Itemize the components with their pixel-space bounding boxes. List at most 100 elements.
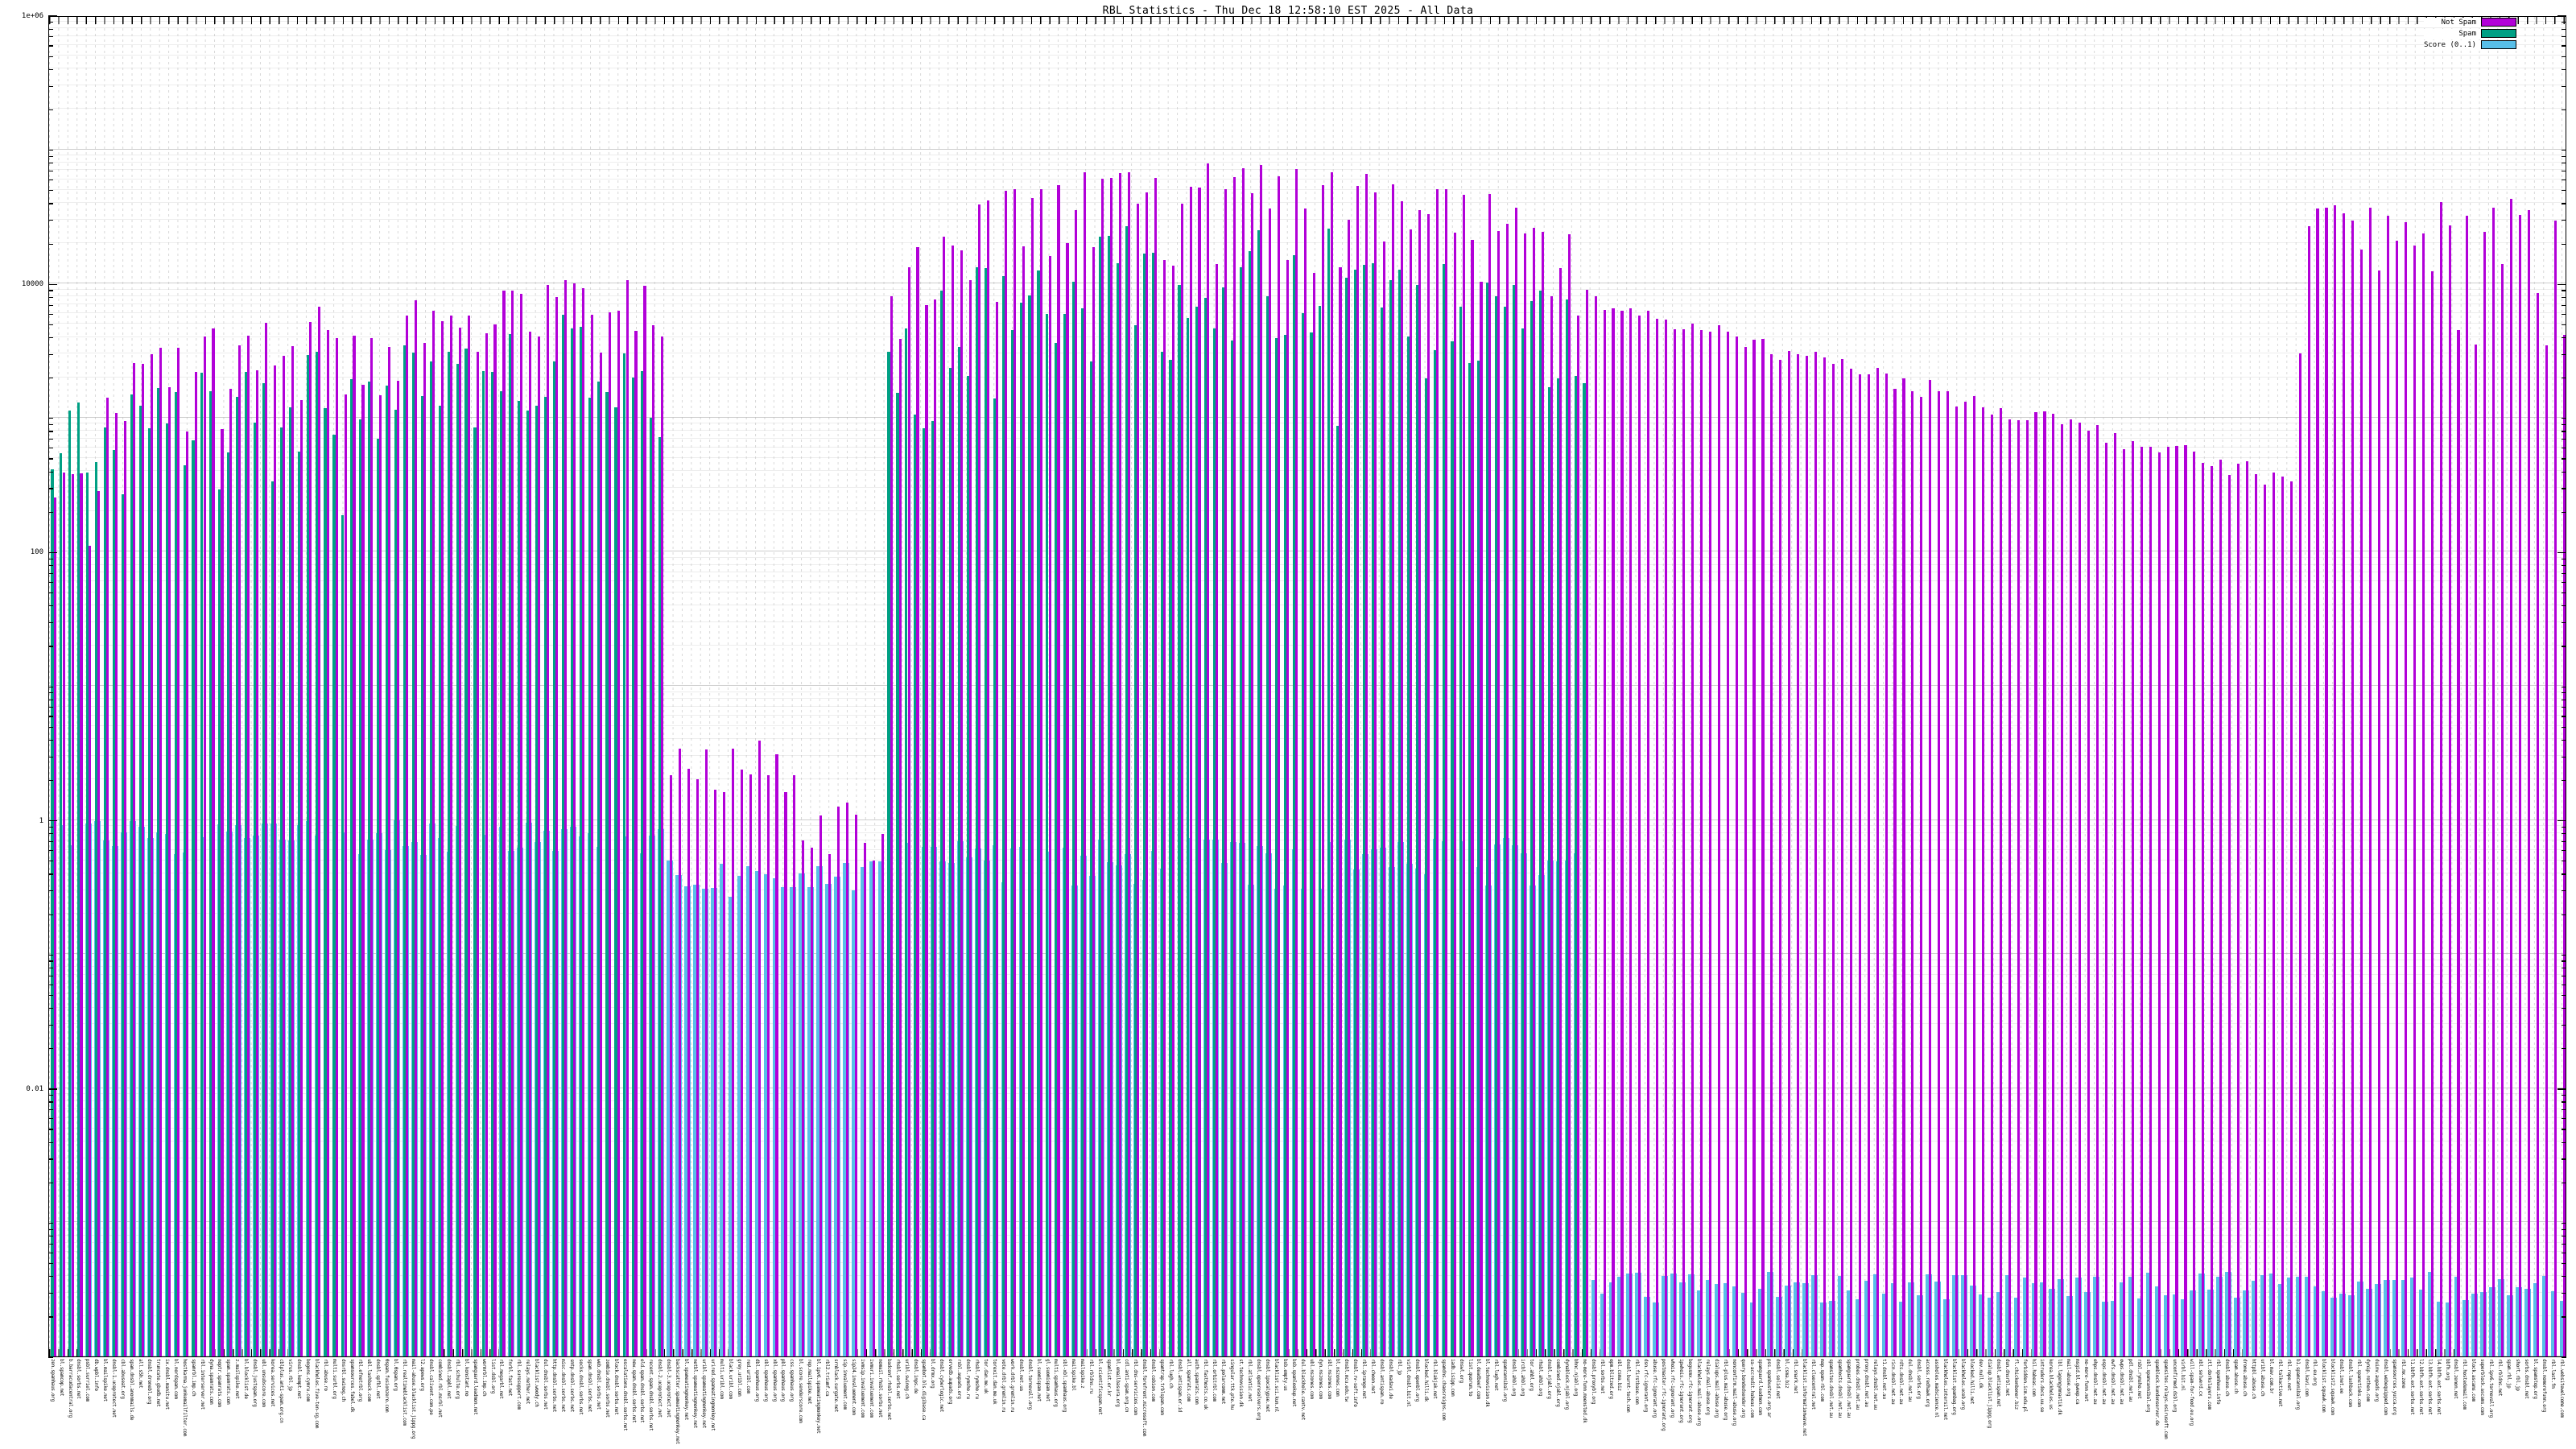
bar-not-spam — [1216, 264, 1219, 1356]
bar-spam — [1081, 308, 1084, 1356]
bar-not-spam — [1401, 201, 1404, 1356]
y-axis-minor-tick-mark — [2562, 1094, 2566, 1096]
x-axis-tick-label: rbl.sorbs.net — [1599, 1359, 1605, 1394]
y-axis-minor-tick-mark — [48, 1293, 53, 1294]
bar-score — [2313, 1286, 2320, 1356]
bar-not-spam — [1198, 188, 1201, 1356]
bar-not-spam — [326, 330, 329, 1356]
bar-score — [2304, 1276, 2311, 1356]
bar-not-spam — [1392, 184, 1395, 1356]
x-axis-tick-label: combined.njabl.org — [1554, 1359, 1561, 1407]
x-axis-tick-label: st.technovision.dk — [1238, 1359, 1245, 1407]
x-axis-tick-label: torexit.dan.me.uk — [991, 1359, 997, 1405]
bar-not-spam — [1963, 402, 1967, 1356]
x-axis-tick-label: sorbs.dnsbl.net — [2523, 1359, 2529, 1399]
x-axis-tick-label: map.spam-rbl.com — [1819, 1359, 1826, 1402]
x-axis-tick-label: rbl.abuse.ro — [322, 1359, 328, 1391]
bar-not-spam — [679, 749, 682, 1356]
bar-not-spam — [1603, 310, 1606, 1356]
legend-item-not-spam[interactable]: Not Spam — [2423, 18, 2516, 27]
bar-not-spam — [1444, 189, 1447, 1356]
bar-not-spam — [2017, 420, 2020, 1356]
bar-spam — [147, 428, 151, 1356]
bar-not-spam — [916, 247, 919, 1356]
bar-spam — [887, 352, 890, 1356]
y-axis-minor-tick-mark — [2562, 581, 2566, 584]
bar-spam — [1547, 386, 1550, 1356]
bar-score — [1872, 1274, 1880, 1356]
bar-not-spam — [1612, 308, 1615, 1356]
bar-score — [2480, 1291, 2487, 1356]
bar-not-spam — [2113, 432, 2116, 1356]
x-axis-tick-label: spamblock.kundenserver.de — [2153, 1359, 2160, 1426]
bar-spam — [1556, 378, 1559, 1356]
bar-not-spam — [2228, 475, 2231, 1356]
legend-item-spam[interactable]: Spam — [2423, 29, 2516, 38]
legend-item-score-0-1[interactable]: Score (0..1) — [2423, 40, 2516, 49]
x-axis-tick-label: rbl.mx.zone — [2400, 1359, 2406, 1389]
x-axis-tick-label: t1.dnsbl.net.au — [1880, 1359, 1887, 1399]
x-axis-tick-label: misc.dnsbl.sorbs.net — [560, 1359, 567, 1413]
bar-score — [2110, 1301, 2117, 1356]
bar-not-spam — [2325, 207, 2328, 1356]
y-axis-minor-tick-mark — [48, 36, 53, 38]
bar-not-spam — [1356, 186, 1360, 1356]
bar-not-spam — [89, 546, 92, 1356]
bar-spam — [1301, 313, 1304, 1356]
bar-spam — [1459, 307, 1463, 1356]
bar-spam — [341, 514, 345, 1356]
bar-not-spam — [274, 365, 277, 1356]
bar-not-spam — [2211, 465, 2214, 1356]
bar-not-spam — [978, 204, 981, 1356]
bar-spam — [1169, 359, 1172, 1356]
bar-spam — [1424, 378, 1427, 1356]
bar-not-spam — [2237, 464, 2240, 1356]
bar-score — [719, 864, 726, 1356]
x-axis-tick-label: bsb.empty.us — [1282, 1359, 1288, 1391]
x-axis-tick-label: rbl.spamstinks.com — [2356, 1359, 2363, 1407]
x-axis-tick-label: bl.suomispam.net — [1035, 1359, 1042, 1402]
bar-spam — [315, 351, 318, 1356]
bar-spam — [297, 451, 300, 1356]
bar-not-spam — [1629, 308, 1633, 1356]
x-axis-tick-label: spamhosts.dnsbl.net.au — [1836, 1359, 1843, 1418]
bar-not-spam — [2307, 226, 2310, 1356]
bar-score — [1820, 1302, 1827, 1356]
bar-not-spam — [212, 328, 215, 1356]
x-axis-tick-label: rsbl.aupads.org — [956, 1359, 963, 1399]
x-axis-tick-label: rbl.orbitrbl.com — [1212, 1359, 1218, 1402]
y-axis-minor-tick-mark — [48, 324, 53, 326]
bar-score — [2268, 1274, 2276, 1356]
bar-score — [2524, 1288, 2531, 1356]
bar-not-spam — [361, 385, 365, 1356]
bar-not-spam — [520, 293, 523, 1356]
bar-not-spam — [2562, 334, 2566, 1356]
x-axis-tick-label: web.dnsbl.sorbs.net — [595, 1359, 601, 1410]
bar-spam — [138, 406, 142, 1356]
y-axis-minor-tick-mark — [2562, 36, 2566, 38]
x-axis-tick-label: mailspike.z — [1080, 1359, 1086, 1389]
x-axis-tick-label: dnsbl.zapbl.net — [445, 1359, 452, 1399]
y-axis-minor-tick-mark — [48, 707, 53, 708]
bar-spam — [350, 378, 353, 1356]
bar-not-spam — [2369, 208, 2372, 1356]
bar-not-spam — [159, 348, 162, 1356]
bar-spam — [1204, 297, 1208, 1356]
bar-spam — [1151, 252, 1154, 1356]
x-axis-tick-label: mail-abuse.org — [2066, 1359, 2072, 1397]
x-axis-tick-label: blackholes.intersil.net — [1942, 1359, 1949, 1421]
bar-score — [1653, 1302, 1659, 1356]
x-axis-tick-label: korea.services.net — [270, 1359, 276, 1407]
x-axis-tick-label: rbl.eu.org — [2312, 1359, 2318, 1386]
bar-not-spam — [1339, 266, 1342, 1356]
x-axis-tick-label: opm.blitzed.org — [1608, 1359, 1614, 1399]
x-axis-tick-label: rbl.megarbl.net — [498, 1359, 505, 1399]
y-axis-minor-tick-mark — [48, 336, 53, 339]
bar-not-spam — [2025, 420, 2029, 1356]
bar-not-spam — [898, 338, 902, 1356]
bar-not-spam — [2157, 452, 2161, 1356]
bar-not-spam — [1708, 331, 1711, 1356]
x-axis-tick-label: tor.ahbl.org — [1529, 1359, 1535, 1391]
bar-not-spam — [1497, 230, 1501, 1356]
bar-not-spam — [1030, 197, 1034, 1356]
